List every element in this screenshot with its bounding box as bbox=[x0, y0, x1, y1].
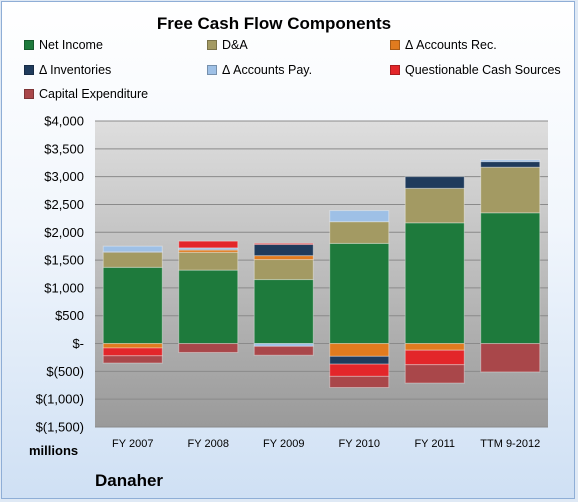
plot-area bbox=[95, 121, 548, 427]
x-tick-label: TTM 9-2012 bbox=[480, 438, 540, 450]
bar-segment bbox=[480, 159, 541, 163]
legend-swatch-net-income bbox=[24, 40, 34, 50]
legend-swatch-accounts-rec bbox=[390, 40, 400, 50]
y-tick-label: $4,000 bbox=[44, 114, 84, 129]
y-tick-label: $2,000 bbox=[44, 225, 84, 240]
legend-item-accounts-pay: Δ Accounts Pay. bbox=[207, 63, 312, 77]
bar-segment bbox=[178, 269, 239, 345]
legend-label-inventories: Δ Inventories bbox=[39, 63, 112, 77]
bar-segment bbox=[253, 255, 314, 261]
bar-segment bbox=[102, 343, 163, 349]
y-tick-label: $3,000 bbox=[44, 169, 84, 184]
x-tick-label: FY 2010 bbox=[339, 438, 380, 450]
legend-label-da: D&A bbox=[222, 38, 248, 52]
y-tick-label: $1,500 bbox=[44, 253, 84, 268]
y-tick-label: $(1,500) bbox=[36, 420, 84, 435]
company-label: Danaher bbox=[95, 471, 164, 490]
legend-swatch-questionable bbox=[390, 65, 400, 75]
bar-segment bbox=[102, 245, 163, 253]
bar-segment bbox=[102, 355, 163, 364]
legend-label-questionable: Questionable Cash Sources bbox=[405, 63, 561, 77]
y-tick-label: $500 bbox=[55, 308, 84, 323]
y-tick-label: $1,000 bbox=[44, 280, 84, 295]
bar-segment bbox=[178, 240, 239, 249]
chart-legend: Net Income D&A Δ Accounts Rec. Δ Invento… bbox=[0, 0, 578, 110]
legend-label-accounts-rec: Δ Accounts Rec. bbox=[405, 38, 497, 52]
units-label: millions bbox=[29, 443, 79, 458]
bar-segment bbox=[404, 343, 465, 351]
bar-segment bbox=[480, 161, 541, 168]
bar-segment bbox=[329, 375, 390, 388]
bar-segment bbox=[404, 176, 465, 189]
bar-segment bbox=[404, 187, 465, 224]
bar-segment bbox=[253, 244, 314, 257]
legend-item-accounts-rec: Δ Accounts Rec. bbox=[390, 38, 497, 52]
legend-item-net-income: Net Income bbox=[24, 38, 103, 52]
bar-segment bbox=[253, 345, 314, 356]
legend-swatch-accounts-pay bbox=[207, 65, 217, 75]
legend-swatch-capex bbox=[24, 89, 34, 99]
bar-segment bbox=[480, 166, 541, 214]
bar-segment bbox=[102, 251, 163, 268]
bar-segment bbox=[480, 343, 541, 373]
bar-segment bbox=[329, 210, 390, 223]
x-tick-label: FY 2011 bbox=[414, 438, 455, 450]
y-tick-label: $- bbox=[72, 336, 84, 351]
x-tick-label: FY 2007 bbox=[112, 438, 153, 450]
legend-item-capex: Capital Expenditure bbox=[24, 87, 148, 101]
legend-label-net-income: Net Income bbox=[39, 38, 103, 52]
bar-segment bbox=[253, 259, 314, 281]
legend-swatch-da bbox=[207, 40, 217, 50]
bar-segment bbox=[404, 349, 465, 366]
bar-segment bbox=[178, 251, 239, 271]
bar-segment bbox=[329, 221, 390, 244]
bar-segment bbox=[329, 355, 390, 365]
legend-item-da: D&A bbox=[207, 38, 248, 52]
y-tick-label: $3,500 bbox=[44, 141, 84, 156]
bar-segment bbox=[102, 266, 163, 345]
legend-swatch-inventories bbox=[24, 65, 34, 75]
bar-segment bbox=[329, 343, 390, 357]
legend-label-capex: Capital Expenditure bbox=[39, 87, 149, 101]
bar-segment bbox=[329, 363, 390, 377]
bar-segment bbox=[253, 242, 314, 246]
y-tick-label: $(500) bbox=[46, 364, 84, 379]
legend-label-accounts-pay: Δ Accounts Pay. bbox=[222, 63, 313, 77]
x-tick-label: FY 2009 bbox=[263, 438, 304, 450]
bar-segment bbox=[178, 343, 239, 353]
y-tick-label: $2,500 bbox=[44, 197, 84, 212]
chart-title: Free Cash Flow Components bbox=[156, 14, 392, 33]
bar-segment bbox=[253, 279, 314, 345]
x-tick-label: FY 2008 bbox=[188, 438, 229, 450]
legend-item-questionable: Questionable Cash Sources bbox=[390, 63, 561, 77]
bar-segment bbox=[404, 222, 465, 345]
bar-segment bbox=[480, 212, 541, 345]
bar-segment bbox=[329, 242, 390, 345]
legend-item-inventories: Δ Inventories bbox=[24, 63, 111, 77]
bar-segment bbox=[102, 347, 163, 357]
bar-segment bbox=[404, 364, 465, 384]
y-tick-label: $(1,000) bbox=[36, 392, 84, 407]
